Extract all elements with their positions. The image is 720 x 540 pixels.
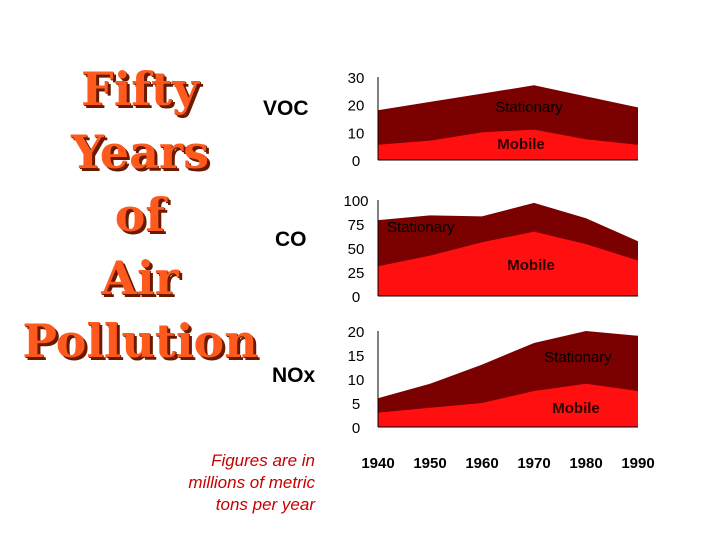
y-tick-label: 20: [348, 324, 365, 341]
series-label-stationary: Stationary: [387, 219, 455, 236]
y-tick-label: 5: [352, 396, 360, 413]
x-tick-label: 1960: [465, 455, 498, 472]
title-line: Air: [101, 251, 179, 305]
note-line: millions of metric: [188, 473, 315, 492]
y-tick-label: 0: [352, 420, 360, 437]
y-tick-label: 0: [352, 153, 360, 170]
units-note: Figures are in millions of metric tons p…: [130, 450, 315, 516]
title-line: Years: [70, 125, 210, 179]
y-tick-label: 15: [348, 348, 365, 365]
title-line: of: [114, 188, 166, 242]
note-line: Figures are in: [211, 451, 315, 470]
y-tick-label: 25: [348, 265, 365, 282]
series-label-stationary: Stationary: [544, 349, 612, 366]
x-tick-label: 1970: [517, 455, 550, 472]
series-label-mobile: Mobile: [497, 136, 545, 153]
y-tick-label: 10: [348, 125, 365, 142]
slide-title: Fifty Years of Air Pollution: [20, 58, 260, 373]
mobile-area-co: [378, 231, 638, 296]
x-tick-label: 1940: [361, 455, 394, 472]
note-line: tons per year: [215, 495, 315, 514]
series-label-mobile: Mobile: [507, 257, 555, 274]
panel-label-nox: NOx: [272, 364, 316, 387]
mobile-area-nox: [378, 383, 638, 427]
y-tick-label: 75: [348, 217, 365, 234]
title-line: Pollution: [22, 314, 258, 368]
panel-label-voc: VOC: [263, 97, 309, 120]
y-tick-label: 0: [352, 289, 360, 306]
series-label-mobile: Mobile: [552, 400, 600, 417]
x-tick-label: 1990: [621, 455, 654, 472]
y-tick-label: 30: [348, 70, 365, 87]
series-label-stationary: Stationary: [495, 99, 563, 116]
panel-label-co: CO: [275, 228, 307, 251]
x-tick-label: 1980: [569, 455, 602, 472]
mobile-area-voc: [378, 129, 638, 160]
y-tick-label: 50: [348, 241, 365, 258]
title-line: Fifty: [81, 62, 199, 116]
y-tick-label: 20: [348, 98, 365, 115]
y-tick-label: 10: [348, 372, 365, 389]
x-tick-label: 1950: [413, 455, 446, 472]
y-tick-label: 100: [343, 193, 368, 210]
